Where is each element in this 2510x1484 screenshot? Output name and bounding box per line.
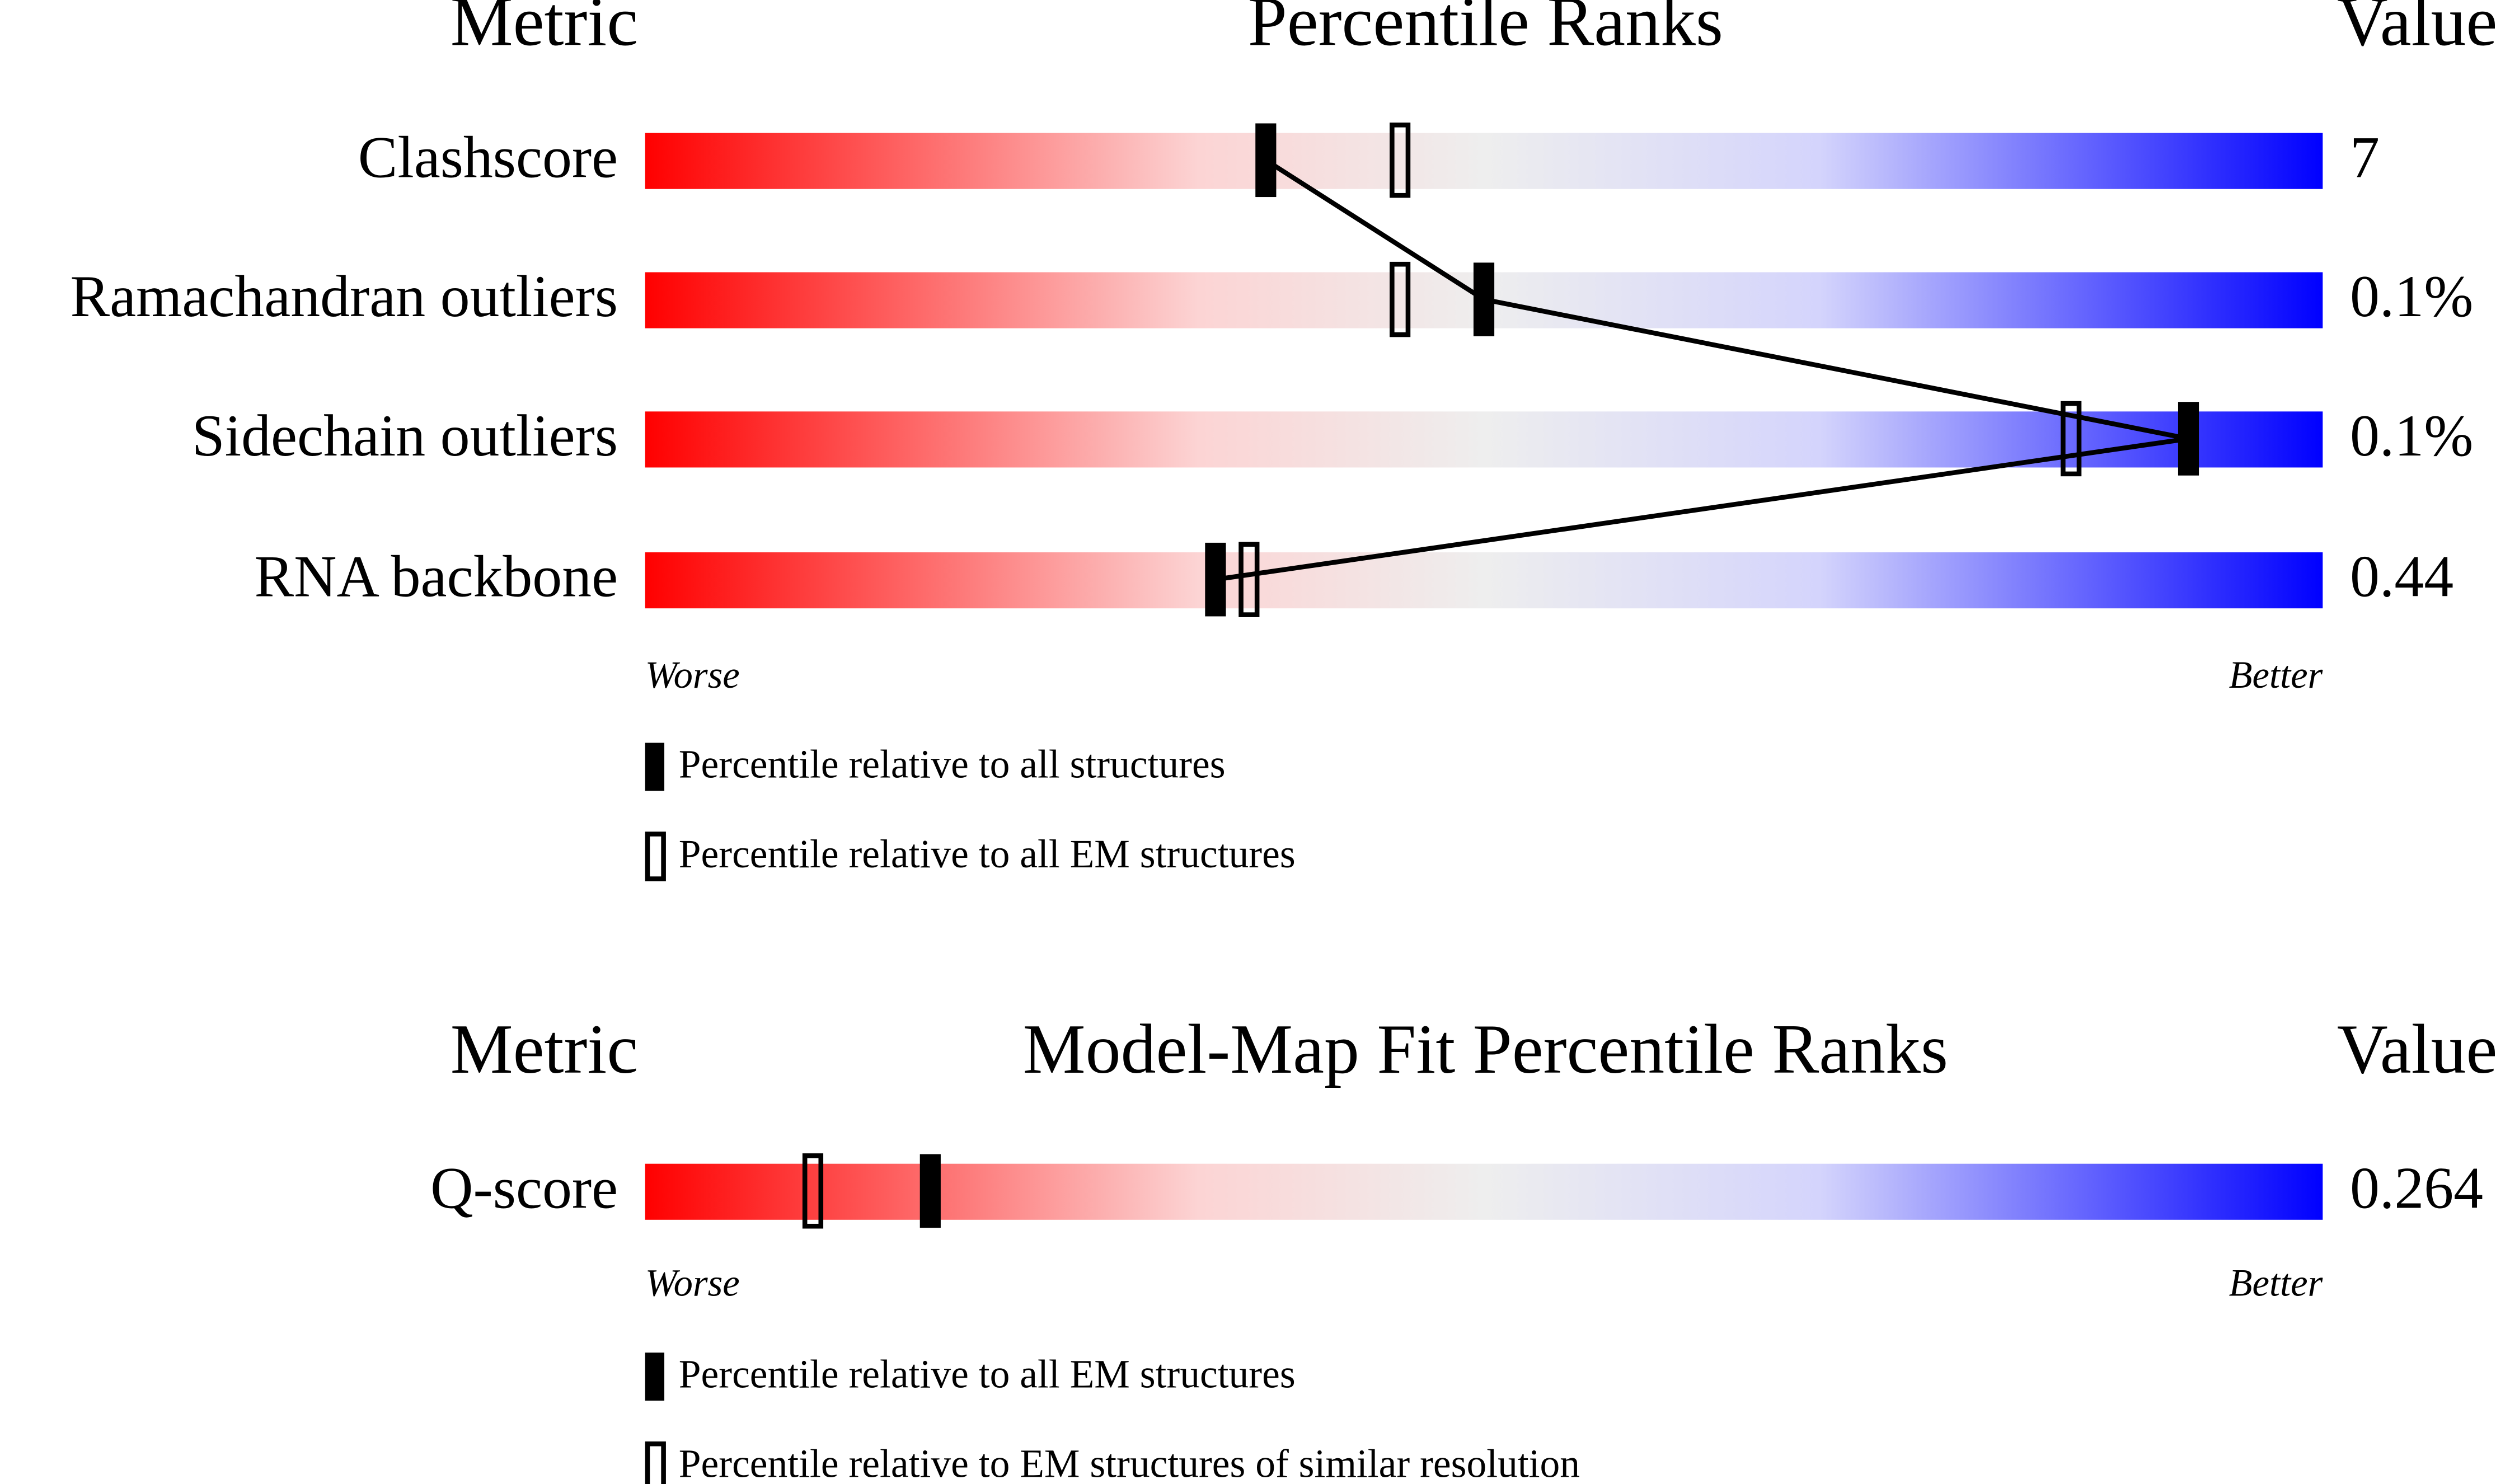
metric-label: Sidechain outliers [192,403,618,468]
percentile-bar [645,1163,2323,1220]
value-header: Value [2337,1011,2498,1088]
worse-label: Worse [645,654,740,696]
value-header: Value [2337,0,2498,61]
better-label: Better [2229,654,2323,696]
percentile-bar [645,552,2323,609]
metric-header: Metric [451,0,638,61]
legend-open-label: Percentile relative to EM structures of … [679,1442,1580,1484]
panel-title: Model-Map Fit Percentile Ranks [1023,1011,1948,1088]
percentile-bar [645,411,2323,468]
open-marker [802,1153,824,1229]
worse-label: Worse [645,1262,740,1304]
metric-value: 0.264 [2350,1155,2483,1220]
metric-label: RNA backbone [255,544,618,609]
legend-filled-label: Percentile relative to all structures [679,743,1226,787]
metric-value: 0.1% [2350,403,2473,468]
legend-open-label: Percentile relative to all EM structures [679,832,1296,876]
open-marker [2061,401,2082,477]
metric-header: Metric [451,1011,638,1088]
metric-value: 0.44 [2350,544,2453,609]
metric-value: 0.1% [2350,264,2473,329]
metric-label: Ramachandran outliers [71,264,618,329]
legend-open-icon [645,1441,666,1484]
percentile-bar [645,133,2323,189]
open-marker [1390,123,1411,198]
legend-filled-icon [645,743,665,791]
legend-filled-label: Percentile relative to all EM structures [679,1352,1296,1396]
connector-line [1215,158,2189,582]
legend-open-icon [645,832,666,881]
legend-filled-icon [645,1352,665,1401]
filled-marker [1255,123,1277,198]
metric-label: Clashscore [358,124,618,190]
panel-title: Percentile Ranks [1248,0,1723,61]
metric-value: 7 [2350,124,2380,190]
metric-label: Q-score [430,1155,618,1220]
open-marker [1238,542,1260,617]
open-marker [1390,261,1411,337]
filled-marker [919,1154,941,1228]
better-label: Better [2229,1262,2323,1304]
